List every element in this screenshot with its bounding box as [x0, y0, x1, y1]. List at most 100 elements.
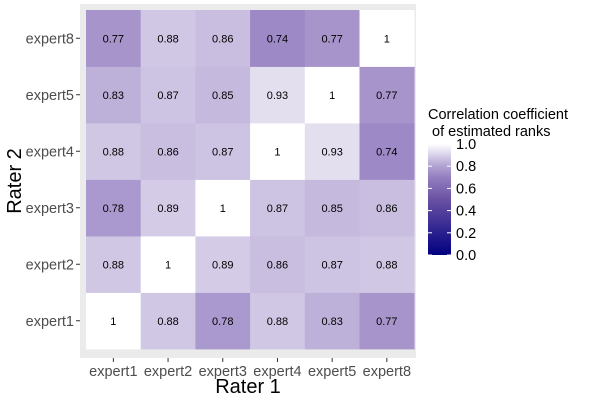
cell-value-label: 0.88: [103, 259, 124, 271]
cell-value-label: 0.87: [267, 203, 288, 215]
heatmap-cell: [359, 292, 415, 350]
y-tick-label: expert3: [26, 201, 74, 217]
y-tick-label: expert4: [26, 144, 74, 160]
cell-value-label: 0.86: [157, 146, 178, 158]
heatmap-cell: [195, 66, 251, 124]
cell-value-label: 0.85: [321, 203, 342, 215]
legend-tick-label: 0.2: [456, 226, 476, 242]
heatmap-cell: [140, 236, 196, 293]
cell-value-label: 0.89: [212, 259, 233, 271]
cell-value-label: 0.77: [103, 33, 124, 45]
cell-value-label: 0.88: [157, 316, 178, 328]
cell-value-label: 1: [110, 316, 116, 328]
x-tick-label: expert5: [308, 364, 356, 380]
heatmap-cell: [359, 66, 415, 124]
legend-title-line-1: Correlation coefficient: [428, 107, 568, 123]
heatmap-cell: [195, 123, 251, 180]
heatmap-cell: [86, 123, 142, 180]
cell-value-label: 0.86: [267, 259, 288, 271]
legend-colorbar: [428, 144, 451, 255]
cell-value-label: 0.88: [376, 259, 397, 271]
heatmap-cell: [359, 179, 415, 237]
heatmap-cell-labels: 1 0.88 0.78 0.88 0.83 0.77 0.88 1 0.89 0.86 0.87 0.…: [103, 33, 398, 328]
cell-value-label: 0.78: [103, 203, 124, 215]
cell-value-label: 0.88: [267, 316, 288, 328]
cell-value-label: 0.87: [212, 146, 233, 158]
heatmap-cell: [359, 123, 415, 180]
y-axis-tick-labels: expert1 expert2 expert3 expert4 expert5 exper…: [26, 31, 80, 330]
heatmap-cell: [140, 66, 196, 124]
cell-value-label: 0.86: [376, 203, 397, 215]
x-tick-label: expert2: [144, 364, 192, 380]
heatmap-cell: [250, 179, 306, 237]
cell-value-label: 0.85: [212, 90, 233, 102]
cell-value-label: 0.74: [267, 33, 288, 45]
x-tick-label: expert1: [89, 364, 137, 380]
x-tick-label: expert8: [363, 364, 411, 380]
heatmap-cell: [195, 179, 251, 237]
cell-value-label: 1: [329, 90, 335, 102]
cell-value-label: 0.88: [157, 33, 178, 45]
heatmap-cell: [140, 179, 196, 237]
cell-value-label: 0.77: [321, 33, 342, 45]
x-axis-tick-labels: expert1 expert2 expert3 expert4 expert5 exper…: [89, 358, 411, 380]
legend-tick-label: 0.8: [456, 159, 476, 175]
y-tick-label: expert1: [26, 314, 74, 330]
heatmap-cell: [86, 236, 142, 293]
cell-value-label: 0.87: [321, 259, 342, 271]
cell-value-label: 0.88: [103, 146, 124, 158]
cell-value-label: 0.93: [321, 146, 342, 158]
cell-value-label: 1: [220, 203, 226, 215]
cell-value-label: 0.83: [321, 316, 342, 328]
cell-value-label: 0.78: [212, 316, 233, 328]
y-axis-title: Rater 2: [4, 148, 26, 214]
x-tick-label: expert3: [199, 364, 247, 380]
cell-value-label: 1: [165, 259, 171, 271]
heatmap-cell: [195, 10, 251, 67]
heatmap-cell: [86, 179, 142, 237]
legend-title-line-2: of estimated ranks: [428, 124, 551, 140]
heatmap-cell: [250, 10, 306, 67]
y-tick-label: expert2: [26, 257, 74, 273]
cell-value-label: 1: [384, 33, 390, 45]
heatmap-cell: [359, 236, 415, 293]
heatmap-cell: [304, 123, 360, 180]
heatmap-cell: [195, 292, 251, 350]
heatmap-cell: [140, 123, 196, 180]
heatmap-cell: [250, 292, 306, 350]
legend-ticks: 1.0 0.8 0.6 0.4 0.2 0.0: [428, 137, 476, 264]
heatmap-cell: [195, 236, 251, 293]
heatmap-cell: [304, 10, 360, 67]
cell-value-label: 1: [274, 146, 280, 158]
cell-value-label: 0.89: [157, 203, 178, 215]
heatmap-cells: [86, 10, 415, 350]
heatmap-cell: [86, 10, 142, 67]
cell-value-label: 0.77: [376, 90, 397, 102]
heatmap-cell: [304, 66, 360, 124]
heatmap-cell: [250, 123, 306, 180]
cell-value-label: 0.74: [376, 146, 397, 158]
heatmap-cell: [86, 292, 142, 350]
legend-tick-label: 0.6: [456, 181, 476, 197]
heatmap-cell: [140, 10, 196, 67]
legend: Correlation coefficient of estimated ran…: [428, 107, 568, 264]
cell-value-label: 0.86: [212, 33, 233, 45]
heatmap-cell: [250, 236, 306, 293]
legend-tick-label: 0.4: [456, 204, 476, 220]
cell-value-label: 0.87: [157, 90, 178, 102]
legend-tick-label: 1.0: [456, 137, 476, 153]
cell-value-label: 0.83: [103, 90, 124, 102]
heatmap-cell: [86, 66, 142, 124]
heatmap-cell: [140, 292, 196, 350]
heatmap-cell: [250, 66, 306, 124]
heatmap-cell: [304, 236, 360, 293]
y-tick-label: expert8: [26, 31, 74, 47]
legend-tick-label: 0.0: [456, 248, 476, 264]
y-tick-label: expert5: [26, 88, 74, 104]
cell-value-label: 0.93: [267, 90, 288, 102]
heatmap-cell: [359, 10, 415, 67]
x-axis-title: Rater 1: [215, 376, 281, 398]
heatmap-cell: [304, 179, 360, 237]
cell-value-label: 0.77: [376, 316, 397, 328]
